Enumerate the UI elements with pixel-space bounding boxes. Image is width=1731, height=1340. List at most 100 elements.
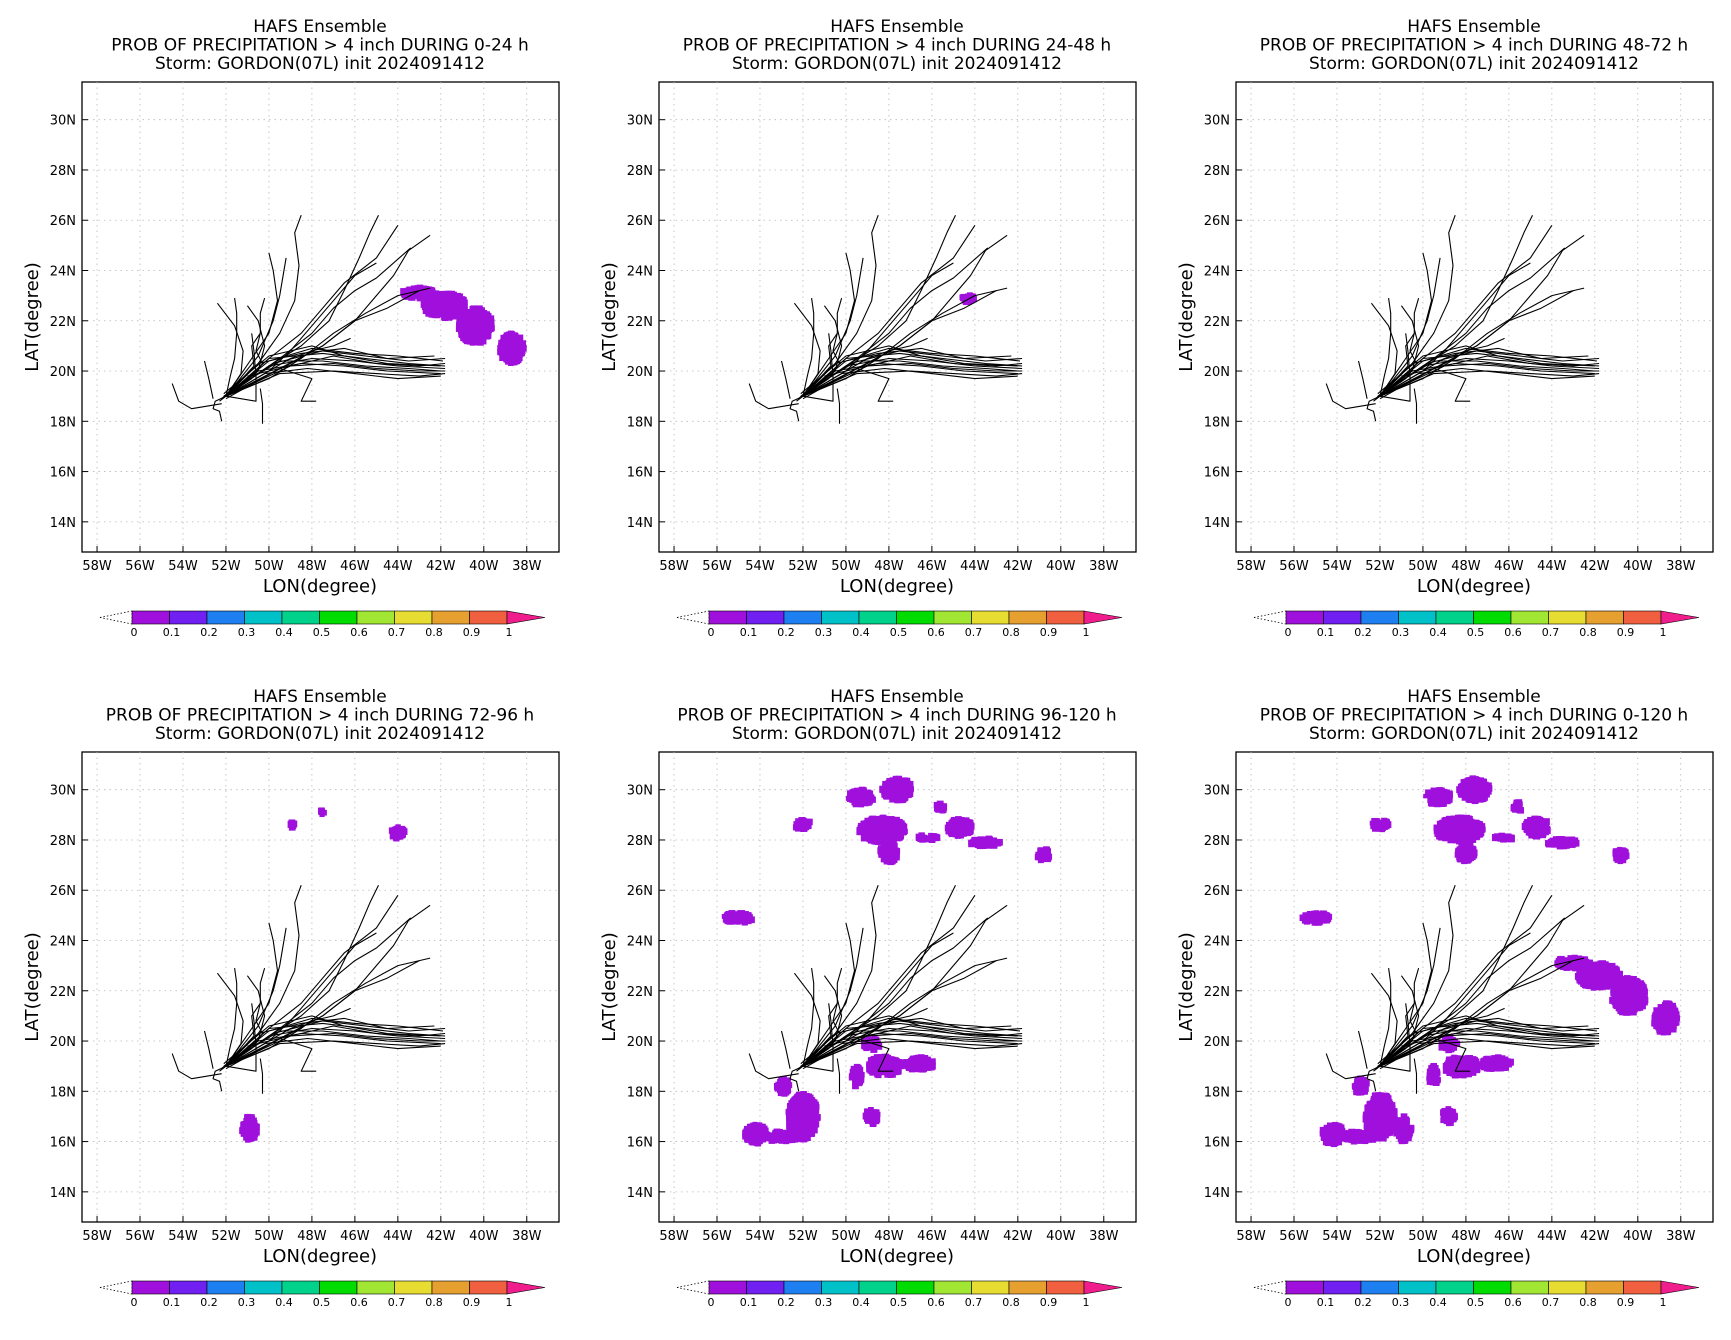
precip-cell [903, 1060, 909, 1067]
precip-cell [251, 1134, 258, 1141]
precip-cell [909, 1056, 916, 1064]
precip-cell [505, 344, 512, 351]
x-tick-label: 44W [1537, 559, 1567, 574]
colorbar-label: 0.6 [350, 1296, 368, 1309]
x-axis-label: LON(degree) [1417, 576, 1531, 597]
x-tick-label: 46W [1494, 559, 1524, 574]
precip-cell [473, 331, 480, 338]
precip-cell [1444, 789, 1450, 796]
y-tick-label: 18N [627, 415, 653, 430]
precip-cell [463, 314, 470, 322]
precip-cell [788, 1111, 795, 1117]
precip-cell [805, 1128, 811, 1134]
colorbar-swatch [431, 1280, 470, 1295]
x-tick-label: 50W [254, 559, 284, 574]
ensemble-track [836, 388, 841, 424]
y-tick-label: 16N [50, 1136, 76, 1151]
precip-cell [1466, 780, 1472, 787]
y-tick-label: 26N [50, 884, 76, 899]
colorbar-under-triangle [676, 610, 710, 625]
colorbar-swatch [746, 610, 785, 625]
precip-cell [1442, 833, 1448, 838]
ensemble-track [268, 337, 351, 372]
ensemble-track [225, 333, 257, 402]
precip-cell [456, 321, 462, 328]
precip-cell [958, 823, 965, 830]
x-tick-label: 58W [82, 1229, 112, 1244]
precip-cell [1525, 821, 1530, 827]
ensemble-track [1379, 287, 1585, 397]
precip-cell [857, 787, 863, 793]
precip-cell [1524, 824, 1530, 830]
precip-cell [994, 839, 1001, 847]
ensemble-track [171, 1053, 222, 1080]
precip-cell [888, 833, 893, 839]
colorbar-over-triangle [506, 1280, 546, 1295]
chart-title-line-1: HAFS Ensemble [1407, 17, 1540, 37]
colorbar-swatch [1473, 610, 1512, 625]
ensemble-track [802, 894, 976, 1067]
colorbar-label: 0.2 [200, 626, 218, 639]
precip-cell [1471, 776, 1479, 783]
precip-cell [795, 824, 802, 831]
precip-cell [1438, 827, 1445, 835]
precip-cell [1476, 795, 1484, 803]
precip-cell [888, 836, 895, 842]
x-tick-label: 58W [82, 559, 112, 574]
ensemble-track [225, 298, 238, 397]
precip-cell [460, 334, 468, 342]
x-tick-label: 44W [960, 1229, 990, 1244]
precip-cell [866, 1066, 873, 1073]
ensemble-track [802, 362, 1023, 397]
precip-cluster [1456, 775, 1493, 805]
chart-title-line-1: HAFS Ensemble [830, 17, 963, 37]
precip-cell [1465, 849, 1472, 855]
precip-cell [794, 1108, 801, 1115]
y-tick-label: 28N [50, 834, 76, 849]
precip-cell [898, 832, 904, 837]
precip-cell [952, 824, 959, 831]
precip-cell [746, 1132, 754, 1140]
precip-cell [779, 1137, 787, 1144]
precip-cell [479, 337, 487, 345]
ensemble-track [780, 360, 791, 399]
precip-cell [886, 1061, 892, 1068]
precip-cell [243, 1119, 249, 1125]
ensemble-track [1379, 252, 1433, 397]
colorbar-swatch [1323, 610, 1362, 625]
colorbar-label: 0.9 [1040, 626, 1058, 639]
precip-cell [247, 1128, 253, 1134]
colorbar: 0 0.1 0.2 0.3 0.4 0.5 0.6 0.7 0.8 0.9 1 [1253, 610, 1700, 639]
ensemble-track [1379, 370, 1600, 397]
precip-cell [436, 297, 443, 304]
colorbar-label: 0.2 [200, 1296, 218, 1309]
ensemble-track [1379, 362, 1600, 397]
plot-frame [1235, 81, 1714, 553]
precip-cell [1476, 830, 1483, 837]
precip-cell [799, 823, 805, 829]
precip-cell [849, 1068, 856, 1075]
precip-cell [501, 336, 508, 343]
precip-cell [786, 1082, 793, 1089]
precip-cell [784, 1136, 792, 1144]
precip-cell [889, 1065, 897, 1073]
y-axis-label: LAT(degree) [599, 262, 620, 371]
precip-cell [775, 1136, 783, 1143]
precip-cell [894, 779, 900, 786]
ensemble-track [802, 1002, 838, 1067]
precip-cell [1477, 792, 1483, 798]
precip-cell [1533, 829, 1541, 837]
colorbar-label: 0.7 [388, 1296, 406, 1309]
y-axis-label: LAT(degree) [1176, 932, 1197, 1041]
y-tick-label: 28N [50, 164, 76, 179]
precip-cell [864, 789, 872, 797]
precip-cell [977, 836, 985, 843]
precip-cell [478, 322, 483, 328]
x-tick-label: 50W [1408, 559, 1438, 574]
precip-cell [920, 1065, 927, 1072]
precip-cell [1461, 847, 1467, 853]
precip-cell [885, 848, 891, 854]
x-tick-label: 54W [1322, 1229, 1352, 1244]
ensemble-track [748, 1053, 799, 1080]
precip-cell [460, 311, 466, 317]
